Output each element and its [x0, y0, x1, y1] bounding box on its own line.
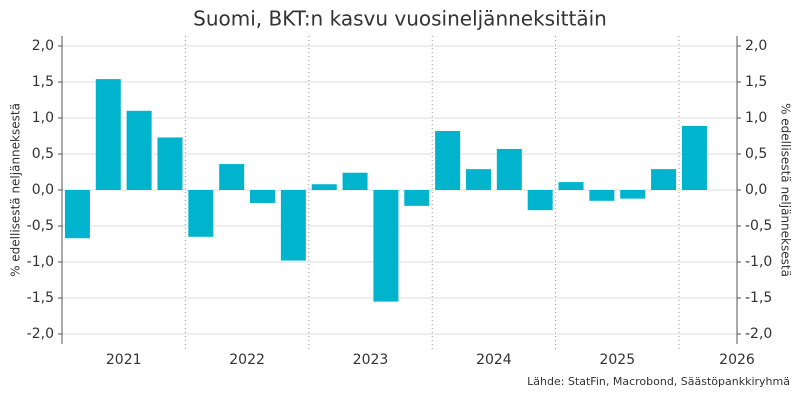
bar — [527, 190, 553, 211]
x-tick-label: 2021 — [106, 352, 142, 368]
y2-tick-label: 1,5 — [745, 74, 767, 90]
y2-tick-label: -1,0 — [745, 254, 772, 270]
bar — [250, 190, 276, 203]
y2-tick-label: 0,5 — [745, 146, 767, 162]
x-tick-label: 2022 — [229, 352, 265, 368]
y-tick-label: 0,5 — [32, 146, 54, 162]
bar — [280, 190, 306, 261]
y2-tick-label: -0,5 — [745, 218, 772, 234]
source: Lähde: StatFin, Macrobond, Säästöpankkir… — [527, 375, 790, 388]
bar — [589, 190, 615, 201]
y-tick-label: -1,0 — [27, 254, 54, 270]
x-tick-label: 2026 — [719, 352, 755, 368]
y-axis-label: % edellisestä neljänneksestä — [9, 103, 23, 277]
bar — [95, 79, 121, 190]
y2-tick-label: 2,0 — [745, 38, 767, 54]
y-tick-label: 1,5 — [32, 74, 54, 90]
y2-tick-label: -1,5 — [745, 290, 772, 306]
y2-tick-label: -2,0 — [745, 326, 772, 342]
bar — [373, 190, 399, 302]
bar — [651, 169, 677, 190]
bar — [311, 184, 337, 190]
bar — [157, 137, 183, 190]
bar — [558, 182, 584, 190]
y-tick-label: 1,0 — [32, 110, 54, 126]
x-tick-label: 2023 — [353, 352, 389, 368]
y2-tick-label: 1,0 — [745, 110, 767, 126]
x-tick-label: 2024 — [476, 352, 512, 368]
bar — [435, 130, 461, 190]
bar — [620, 190, 646, 199]
bar — [404, 190, 430, 206]
y-tick-label: 0,0 — [32, 182, 54, 198]
y-tick-label: -0,5 — [27, 218, 54, 234]
bar — [188, 190, 214, 237]
bar — [681, 125, 707, 190]
y-tick-label: -2,0 — [27, 326, 54, 342]
bar — [342, 172, 368, 190]
bar — [126, 110, 152, 190]
x-tick-label: 2025 — [599, 352, 635, 368]
y2-axis-label: % edellisestä neljänneksestä — [779, 103, 793, 277]
y2-tick-label: 0,0 — [745, 182, 767, 198]
bar — [219, 164, 245, 190]
y-tick-label: -1,5 — [27, 290, 54, 306]
bar — [64, 190, 90, 239]
bar — [496, 148, 522, 190]
chart-title: Suomi, BKT:n kasvu vuosineljänneksittäin — [193, 7, 607, 31]
bar — [465, 169, 491, 190]
y-tick-label: 2,0 — [32, 38, 54, 54]
